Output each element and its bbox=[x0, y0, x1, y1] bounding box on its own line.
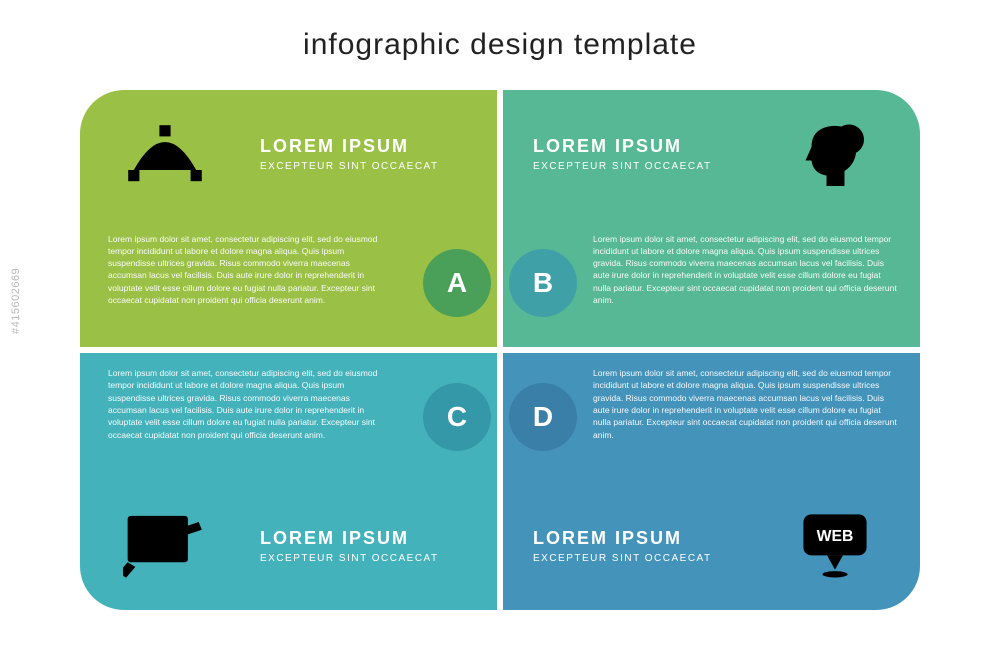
card-heading: LOREM IPSUM bbox=[533, 136, 750, 157]
letter-badge-c: C bbox=[423, 383, 491, 451]
card-a: LOREM IPSUM EXCEPTEUR SINT OCCAECAT Lore… bbox=[80, 90, 497, 347]
bezier-icon bbox=[80, 90, 250, 219]
card-body: Lorem ipsum dolor sit amet, consectetur … bbox=[593, 367, 900, 441]
svg-text:WEB: WEB bbox=[817, 528, 854, 545]
watermark: #415602669 bbox=[10, 267, 22, 333]
letter-badge-b: B bbox=[509, 249, 577, 317]
window-code-icon bbox=[80, 482, 250, 611]
infographic-grid: LOREM IPSUM EXCEPTEUR SINT OCCAECAT Lore… bbox=[80, 90, 920, 610]
web-pin-icon: WEB bbox=[750, 482, 920, 611]
card-heading: LOREM IPSUM bbox=[260, 528, 497, 549]
card-subheading: EXCEPTEUR SINT OCCAECAT bbox=[260, 553, 497, 564]
card-heading: LOREM IPSUM bbox=[260, 136, 497, 157]
letter-badge-a: A bbox=[423, 249, 491, 317]
letter-badge-d: D bbox=[509, 383, 577, 451]
card-subheading: EXCEPTEUR SINT OCCAECAT bbox=[260, 161, 497, 172]
card-d: D Lorem ipsum dolor sit amet, consectetu… bbox=[503, 353, 920, 610]
card-subheading: EXCEPTEUR SINT OCCAECAT bbox=[533, 553, 750, 564]
head-code-icon bbox=[750, 90, 920, 219]
card-body: Lorem ipsum dolor sit amet, consectetur … bbox=[108, 367, 389, 441]
card-b: LOREM IPSUM EXCEPTEUR SINT OCCAECAT B Lo… bbox=[503, 90, 920, 347]
card-subheading: EXCEPTEUR SINT OCCAECAT bbox=[533, 161, 750, 172]
card-heading: LOREM IPSUM bbox=[533, 528, 750, 549]
page-title: infographic design template bbox=[0, 28, 1000, 62]
card-body: Lorem ipsum dolor sit amet, consectetur … bbox=[593, 233, 900, 307]
card-body: Lorem ipsum dolor sit amet, consectetur … bbox=[108, 233, 389, 307]
card-c: Lorem ipsum dolor sit amet, consectetur … bbox=[80, 353, 497, 610]
